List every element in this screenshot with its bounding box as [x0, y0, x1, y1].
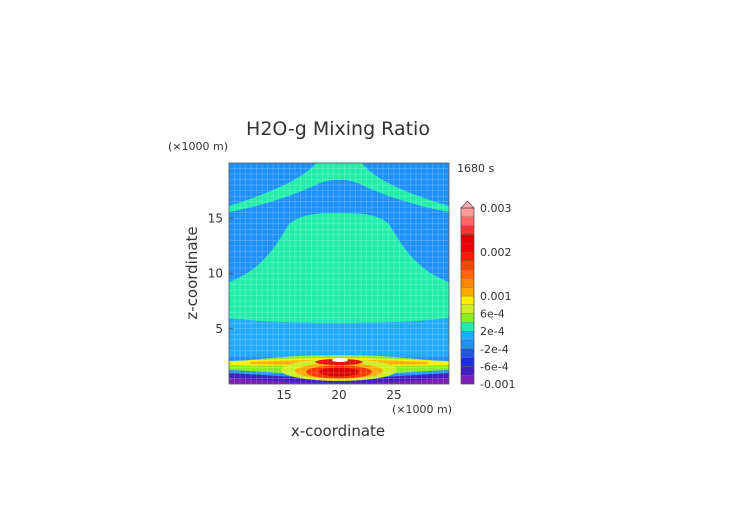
colorbar-segment	[460, 260, 475, 270]
x-units-label: (×1000 m)	[392, 403, 452, 416]
colorbar-segment	[460, 366, 475, 376]
y-units-label: (×1000 m)	[168, 140, 228, 153]
colorbar-tick-label: 0.003	[480, 202, 512, 215]
colorbar-segment	[460, 225, 475, 235]
colorbar-segment	[460, 287, 475, 297]
field-low-cyan-layer	[229, 318, 449, 356]
colorbar-segment	[460, 251, 475, 261]
colorbar-segment	[460, 216, 475, 226]
colorbar-tick-label: 2e-4	[480, 325, 505, 338]
grid-lines	[229, 163, 449, 384]
y-tick-label: 15	[208, 211, 223, 225]
x-tick-label: 25	[386, 388, 401, 402]
x-tick-label: 15	[276, 388, 291, 402]
y-tick-label: 10	[208, 267, 223, 281]
colorbar-segment	[460, 269, 475, 279]
colorbar-tick-label: -0.001	[480, 378, 515, 391]
time-label: 1680 s	[457, 162, 494, 175]
y-axis-ticks: 5 10 15	[208, 211, 233, 336]
colorbar-segment	[460, 243, 475, 253]
colorbar-segment	[460, 295, 475, 305]
colorbar-labels: 0.003 0.002 0.001 6e-4 2e-4 -2e-4 -6e-4 -0.001	[480, 202, 515, 391]
colorbar-segment	[460, 207, 475, 217]
colorbar-segment	[460, 357, 475, 367]
colorbar-segment	[460, 278, 475, 288]
y-axis-label: z-coordinate	[183, 226, 201, 319]
colorbar-tick-label: -2e-4	[480, 343, 509, 356]
x-axis-label: x-coordinate	[291, 422, 385, 440]
colorbar-segment	[460, 304, 475, 314]
colorbar-arrow	[460, 200, 475, 209]
colorbar-segment	[460, 322, 475, 332]
x-tick-label: 20	[331, 388, 346, 402]
colorbar-segment	[460, 313, 475, 323]
colorbar-segment	[460, 339, 475, 349]
chart-title: H2O-g Mixing Ratio	[246, 118, 430, 140]
colorbar	[460, 200, 475, 385]
colorbar-segment	[460, 234, 475, 244]
colorbar-tick-label: 0.002	[480, 246, 512, 259]
field-upper-red-spot	[315, 359, 363, 365]
colorbar-tick-label: 0.001	[480, 290, 512, 303]
field-white-cap	[332, 358, 348, 362]
field-core-darkred	[319, 367, 359, 377]
x-axis-ticks: 15 20 25	[276, 380, 402, 402]
colorbar-segment	[460, 331, 475, 341]
colorbar-segment	[460, 375, 475, 385]
colorbar-segment	[460, 348, 475, 358]
field-middle-green-region	[229, 213, 449, 323]
y-tick-label: 5	[215, 322, 223, 336]
colorbar-frame	[460, 207, 475, 385]
colorbar-tick-label: 6e-4	[480, 308, 505, 321]
field-upper-green-region	[229, 163, 449, 212]
plot-area	[229, 163, 449, 384]
colorbar-tick-label: -6e-4	[480, 360, 509, 373]
